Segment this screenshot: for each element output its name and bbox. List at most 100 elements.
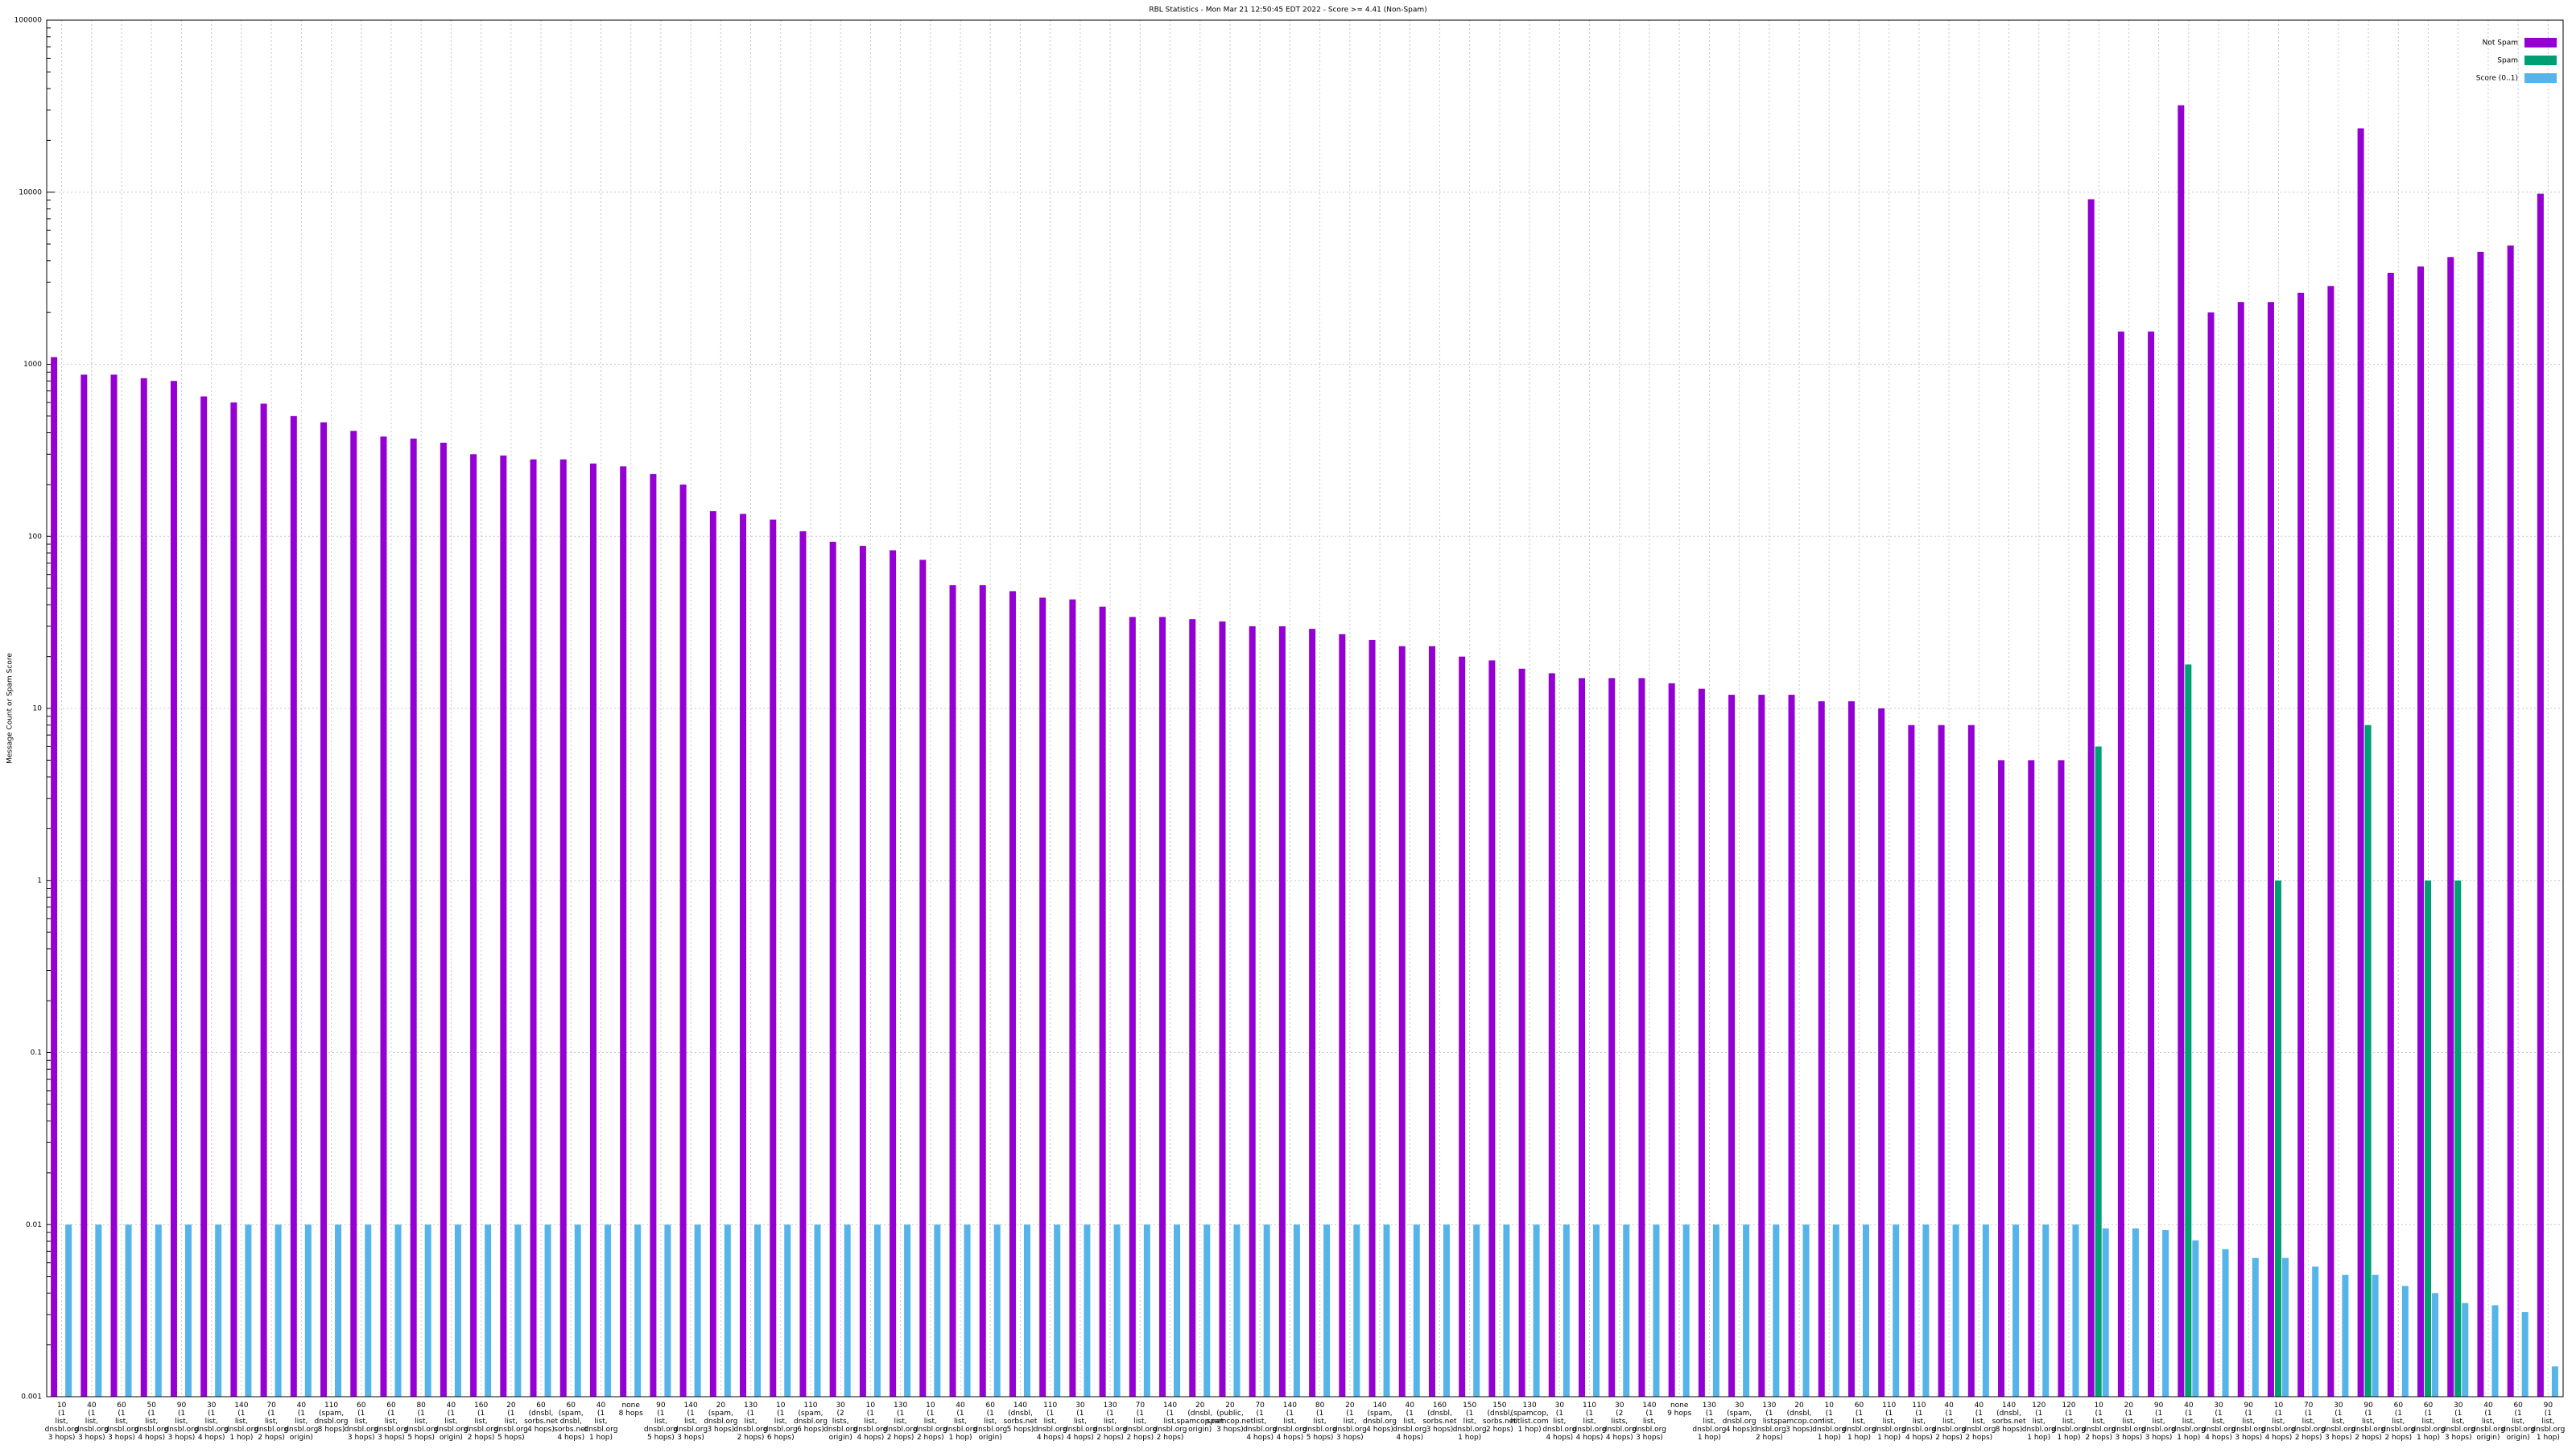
x-tick-label: 50 (1 list, dnsbl.org 4 hops) — [134, 1402, 168, 1442]
x-tick-label: 10 (1 list, dnsbl.org 2 hops) — [2082, 1402, 2116, 1442]
label-line: 30 — [1075, 1402, 1085, 1410]
label-line: (1 — [1856, 1410, 1863, 1418]
label-line: (1 — [956, 1410, 964, 1418]
bar — [110, 374, 118, 1397]
bar — [1398, 646, 1406, 1397]
bar — [799, 530, 807, 1397]
label-line: list, — [1553, 1418, 1566, 1426]
label-line: 2 hops) — [1096, 1434, 1124, 1442]
label-line: list, — [385, 1418, 398, 1426]
label-line: 60 — [567, 1402, 576, 1410]
bar — [530, 459, 537, 1397]
label-line: (1 — [298, 1410, 305, 1418]
label-line: (1 — [747, 1410, 754, 1418]
label-line: 80 — [416, 1402, 426, 1410]
plot-frame — [46, 19, 2564, 1397]
label-line: 60 — [117, 1402, 126, 1410]
bar — [2454, 880, 2462, 1397]
label-line: list, — [1763, 1418, 1776, 1426]
label-line: hitlist.com — [1511, 1418, 1549, 1426]
label-line: 110 — [1912, 1402, 1926, 1410]
label-line: 90 — [2154, 1402, 2164, 1410]
label-line: dnsbl.org — [584, 1426, 617, 1434]
label-line: list, — [2452, 1418, 2465, 1426]
bar — [2162, 1229, 2169, 1397]
bar — [125, 1224, 132, 1397]
x-tick-label: 10 (1 list, dnsbl.org 1 hop) — [1812, 1402, 1846, 1442]
label-line: 70 — [1136, 1402, 1146, 1410]
x-tick-label: 70 (1 list, dnsbl.org 2 hops) — [2292, 1402, 2326, 1442]
label-line: list, — [1583, 1418, 1596, 1426]
label-line: dnsbl.org — [2112, 1426, 2145, 1434]
label-line: list, — [2512, 1418, 2524, 1426]
bar — [1862, 1224, 1869, 1397]
bar — [514, 1224, 522, 1397]
x-tick-label: 60 (1 list, dnsbl.org origin) — [973, 1402, 1007, 1442]
bar — [170, 381, 177, 1397]
bar — [1952, 1224, 1959, 1397]
bar — [1579, 678, 1586, 1397]
label-line: 8 hops) — [1996, 1426, 2023, 1434]
bar — [1023, 1224, 1030, 1397]
label-line: 130 — [1703, 1402, 1716, 1410]
x-tick-label: 30 (2 lists, dnsbl.org 4 hops) — [1603, 1402, 1637, 1442]
label-line: 4 hops) — [138, 1434, 165, 1442]
label-line: 4 hops) — [1576, 1434, 1604, 1442]
label-line: 140 — [2002, 1402, 2016, 1410]
label-line: 20 — [1794, 1402, 1804, 1410]
bar — [859, 546, 866, 1397]
label-line: 3 hops) — [1785, 1426, 1813, 1434]
bar — [2462, 1302, 2469, 1397]
label-line: list, — [2033, 1418, 2046, 1426]
label-line: list, — [1463, 1418, 1476, 1426]
label-line: (1 — [657, 1410, 664, 1418]
label-line: 140 — [684, 1402, 698, 1410]
x-tick-label: 40 (1 list, dnsbl.org 2 hops) — [1932, 1402, 1966, 1442]
label-line: lists, — [1611, 1418, 1628, 1426]
bar — [559, 459, 567, 1397]
label-line: dnsbl.org — [734, 1426, 768, 1434]
label-line: (1 — [2515, 1410, 2522, 1418]
label-line: dnsbl.org — [2202, 1426, 2235, 1434]
bar — [1832, 1224, 1839, 1397]
label-line: dnsbl.org — [284, 1426, 318, 1434]
label-line: list, — [2392, 1418, 2405, 1426]
label-line: list, — [2421, 1418, 2434, 1426]
label-line: sorbs.net — [1003, 1418, 1037, 1426]
bar — [620, 466, 627, 1397]
bar — [589, 463, 597, 1397]
label-line: 2 hops) — [917, 1434, 944, 1442]
bar — [2132, 1228, 2139, 1397]
bar — [1278, 626, 1286, 1397]
label-line: 2 hops) — [887, 1434, 914, 1442]
bar — [380, 436, 387, 1397]
label-line: 40 — [447, 1402, 456, 1410]
label-line: list, — [1104, 1418, 1117, 1426]
bar — [2267, 302, 2274, 1397]
label-line: dnsbl.org — [1273, 1426, 1307, 1434]
x-tick-label: 40 (1 list, dnsbl.org origin) — [2471, 1402, 2505, 1442]
label-line: (1 — [1346, 1410, 1353, 1418]
label-line: (spam, — [559, 1410, 584, 1418]
bar — [2401, 1286, 2409, 1397]
label-line: (1 — [1466, 1410, 1473, 1418]
x-tick-label: 70 (1 list, dnsbl.org 2 hops) — [1123, 1402, 1157, 1442]
x-tick-label: 20 (1 list, dnsbl.org 5 hops) — [494, 1402, 528, 1442]
x-tick-label: 60 (1 list, dnsbl.org 1 hop) — [1842, 1402, 1876, 1442]
label-line: origin) — [1188, 1426, 1212, 1434]
bar — [2148, 331, 2155, 1397]
label-line: list, — [2332, 1418, 2345, 1426]
label-line: 120 — [2032, 1402, 2046, 1410]
bar — [2013, 1224, 2020, 1397]
bar — [394, 1224, 402, 1397]
label-line: 1 hop) — [1518, 1426, 1542, 1434]
label-line: 30 — [1555, 1402, 1565, 1410]
label-line: dnsbl.org — [2412, 1426, 2446, 1434]
label-line: dnsbl.org — [494, 1426, 528, 1434]
label-line: 3 hops) — [78, 1434, 105, 1442]
label-line: 3 hops) — [1636, 1434, 1663, 1442]
bar — [1219, 621, 1226, 1397]
label-line: 1 hop) — [1847, 1434, 1871, 1442]
label-line: 4 hops) — [1067, 1434, 1094, 1442]
label-line: dnsbl.org — [973, 1426, 1007, 1434]
